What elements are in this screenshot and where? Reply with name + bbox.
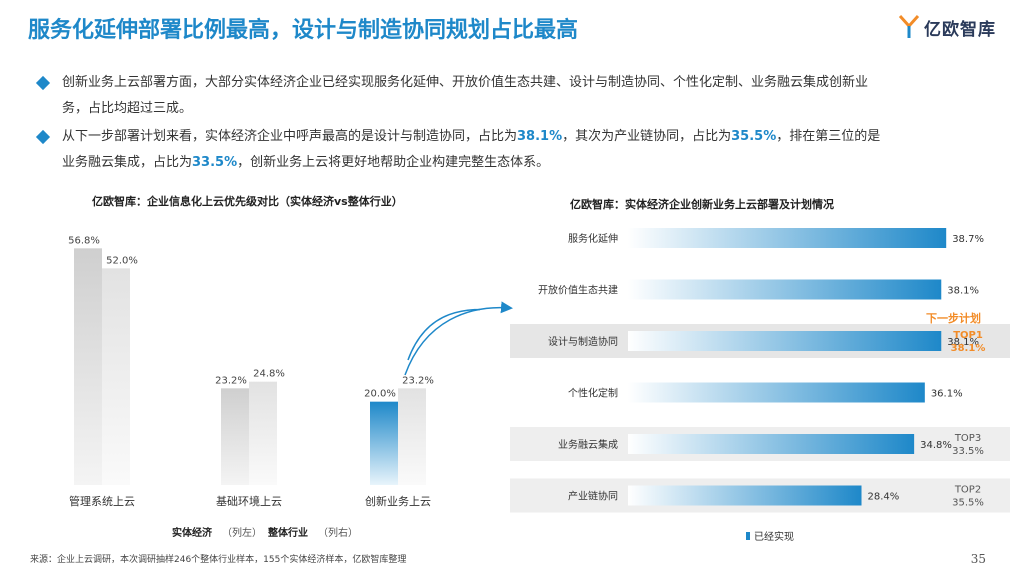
bullet-text: ，其次为产业链协同，占比为 [562,129,732,144]
highlight-value: 38.1% [517,129,563,144]
bullet-text: ，创新业务上云将更好地帮助企业构建完整生态体系。 [237,155,550,170]
legend-series-a: 实体经济 [172,526,213,539]
bullet-item: 创新业务上云部署方面，大部分实体经济企业已经实现服务化延伸、开放价值生态共建、设… [35,70,996,122]
hbar-value-label: 38.1% [947,286,979,297]
bar-entity [74,248,102,485]
bullet-line: 业务融云集成，占比为33.5%，创新业务上云将更好地帮助企业构建完整生态体系。 [62,150,880,176]
legend-series-b: 整体行业 [267,526,308,539]
bar-value-label: 24.8% [253,369,285,380]
bar-industry [249,381,277,485]
bar-entity [221,388,249,485]
bar-value-label: 23.2% [402,375,434,386]
left-bar-chart: 56.8% 52.0% 管理系统上云 23.2% 24.8% 基础环境上云 20.0% 23.… [68,235,480,539]
hbar-category-label: 开放价值生态共建 [538,284,618,297]
plan-rank-label: TOP3 [954,433,981,444]
bullet-text: 业务融云集成，占比为 [62,155,193,170]
right-chart-title: 亿欧智库：实体经济企业创新业务上云部署及计划情况 [570,198,834,211]
hbar [628,434,915,454]
logo-mark-icon [898,14,920,38]
trend-arrow-icon [407,308,480,361]
next-plan-label: 下一步计划 [926,311,981,325]
category-label: 创新业务上云 [365,494,431,508]
diamond-bullet-icon [35,129,51,145]
left-chart-title: 亿欧智库：企业信息化上云优先级对比（实体经济vs整体行业） [92,195,403,208]
hbar-value-label: 38.1% [947,337,979,348]
legend-series-a-note: （列左） [222,526,262,539]
bar-industry [102,268,130,485]
legend-label: 已经实现 [754,530,794,543]
hbar-category-label: 服务化延伸 [568,232,618,245]
plan-value-label: 33.5% [952,446,984,457]
legend-series-b-note: （列右） [318,526,358,539]
hbar-value-label: 38.7% [952,234,984,245]
hbar [628,382,925,403]
hbar-category-label: 产业链协同 [568,490,618,503]
hbar [628,485,862,506]
bullet-list: 创新业务上云部署方面，大部分实体经济企业已经实现服务化延伸、开放价值生态共建、设… [35,70,996,178]
bullet-line: 务，占比均超过三成。 [62,96,868,122]
legend-swatch [746,532,750,540]
bar-entity [370,401,398,485]
hbar [628,228,947,248]
bar-value-label: 56.8% [68,235,100,246]
plan-rank-label: TOP1 [953,330,983,341]
hbar-value-label: 28.4% [868,492,900,503]
bullet-text: 务，占比均超过三成。 [62,101,193,116]
right-bar-chart: 服务化延伸 38.7%开放价值生态共建 38.1%设计与制造协同 38.1%TOP13… [510,228,1010,543]
highlight-value: 35.5% [731,129,777,144]
page-number: 35 [970,552,986,566]
hbar-category-label: 业务融云集成 [558,438,618,451]
bar-industry [398,388,426,485]
bar-value-label: 23.2% [215,375,247,386]
hbar-value-label: 34.8% [920,440,952,451]
hbar [628,331,942,351]
bullet-item: 从下一步部署计划来看，实体经济企业中呼声最高的是设计与制造协同，占比为38.1%… [35,124,996,176]
hbar-value-label: 36.1% [931,389,963,400]
hbar [628,279,942,300]
bar-value-label: 20.0% [364,389,396,400]
logo-text: 亿欧智库 [924,19,996,40]
bullet-text: 创新业务上云部署方面，大部分实体经济企业已经实现服务化延伸、开放价值生态共建、设… [62,75,869,90]
arrow-overlay [404,301,513,376]
bar-value-label: 52.0% [106,255,138,266]
logo: 亿欧智库 [898,14,996,40]
hbar-category-label: 设计与制造协同 [548,335,618,348]
category-label: 基础环境上云 [216,494,282,508]
bullet-line: 从下一步部署计划来看，实体经济企业中呼声最高的是设计与制造协同，占比为38.1%… [62,124,880,150]
category-label: 管理系统上云 [69,494,135,508]
bullet-line: 创新业务上云部署方面，大部分实体经济企业已经实现服务化延伸、开放价值生态共建、设… [62,70,868,96]
bullet-text: ，排在第三位的是 [776,129,881,144]
plan-value-label: 35.5% [952,498,984,509]
plan-value-label: 38.1% [951,343,986,354]
plan-rank-label: TOP2 [954,485,981,496]
source-note: 来源：企业上云调研，本次调研抽样246个整体行业样本，155个实体经济样本，亿欧… [30,555,407,565]
curved-arrow-icon [404,301,513,376]
hbar-category-label: 个性化定制 [568,387,618,400]
diamond-bullet-icon [35,75,51,91]
highlight-value: 33.5% [192,155,238,170]
bullet-text: 从下一步部署计划来看，实体经济企业中呼声最高的是设计与制造协同，占比为 [62,129,518,144]
page-title: 服务化延伸部署比例最高，设计与制造协同规划占比最高 [28,18,579,43]
